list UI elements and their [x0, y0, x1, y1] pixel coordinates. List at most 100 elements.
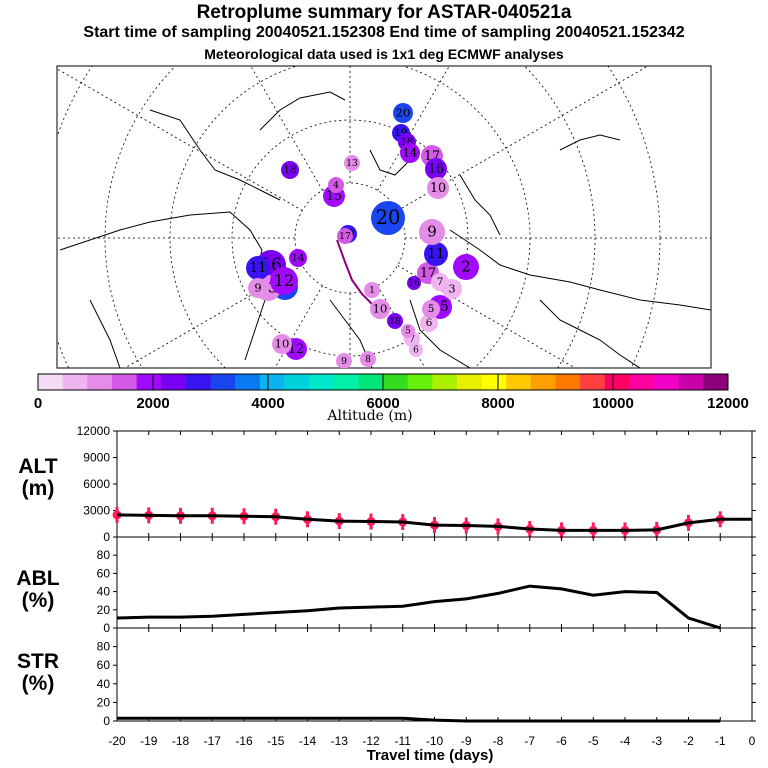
cluster-marker-16	[407, 276, 421, 290]
x-tick-label: -20	[108, 734, 126, 748]
colorbar-swatch	[456, 374, 483, 390]
sampling-times: Start time of sampling 20040521.152308 E…	[83, 24, 685, 41]
x-tick-label: -19	[140, 734, 158, 748]
colorbar-swatch	[259, 374, 285, 390]
cluster-label-11: 11	[427, 246, 445, 262]
x-axis-label: Travel time (days)	[366, 747, 494, 764]
cluster-label-3: 3	[448, 282, 455, 296]
cluster-marker-13	[344, 155, 360, 171]
y-tick-label: 0	[103, 530, 110, 544]
map-panel: 2020201919181818171717161616151514141313…	[56, 65, 712, 369]
y-tick-label: 80	[97, 548, 111, 562]
colorbar-swatch	[506, 374, 532, 390]
cluster-label-4: 4	[333, 180, 339, 191]
cluster-marker-5	[422, 300, 440, 318]
cluster-marker-3	[442, 279, 462, 299]
coastline	[59, 211, 266, 361]
x-tick-label: -18	[172, 734, 190, 748]
cluster-label-5: 5	[405, 326, 411, 336]
cluster-label-2: 2	[461, 258, 471, 276]
y-tick-label: 12000	[77, 424, 111, 438]
series-line-abl	[116, 584, 721, 630]
x-tick-label: -14	[299, 734, 317, 748]
cluster-marker-5	[401, 324, 415, 338]
coastline	[89, 299, 121, 368]
cluster-marker-1	[364, 282, 380, 298]
colorbar-tick-label: 10000	[592, 395, 634, 412]
meridian-line	[250, 66, 323, 191]
colorbar-swatch	[604, 374, 630, 390]
colorbar-swatch	[383, 374, 409, 390]
meridian-line	[274, 285, 323, 368]
str-panel-label: STR (%)	[6, 651, 70, 695]
x-tick-label: -11	[395, 734, 412, 748]
cluster-label-10: 10	[275, 337, 290, 351]
meridian-line	[124, 265, 303, 368]
x-tick-label: -3	[651, 734, 662, 748]
cluster-label-9: 9	[427, 223, 437, 241]
cluster-label-14: 14	[403, 146, 418, 160]
colorbar-swatch	[309, 374, 335, 390]
colorbar-tick-label: 12000	[707, 395, 749, 412]
colorbar-swatch	[87, 374, 113, 390]
cluster-label-17: 17	[339, 231, 351, 242]
cluster-label-9: 9	[254, 281, 261, 295]
abl-panel-label: ABL (%)	[6, 568, 70, 612]
colorbar-swatch	[407, 374, 433, 390]
cluster-label-7: 7	[437, 276, 444, 288]
colorbar-swatch	[580, 374, 606, 390]
coastline	[559, 134, 621, 151]
series-line-str	[117, 716, 721, 723]
x-tick-label: 0	[749, 734, 756, 748]
cluster-label-5: 5	[428, 303, 435, 315]
colorbar-swatch	[703, 374, 729, 390]
cluster-marker-20	[393, 103, 413, 123]
y-tick-label: 80	[97, 640, 111, 654]
alt-panel-label: ALT (m)	[6, 456, 70, 500]
cluster-marker-16	[425, 158, 447, 180]
cluster-marker-8	[360, 351, 376, 367]
y-tick-label: 9000	[83, 451, 110, 465]
colorbar-tick-label: 8000	[481, 395, 514, 412]
colorbar-swatch	[629, 374, 655, 390]
series-line-alt	[116, 513, 752, 532]
cluster-marker-12	[270, 267, 298, 295]
cluster-label-9: 9	[341, 356, 347, 367]
colorbar-swatch	[678, 374, 704, 390]
meridian-line	[57, 68, 303, 211]
x-tick-label: -7	[524, 734, 535, 748]
cluster-label-11: 11	[249, 260, 267, 276]
colorbar-tick-label: 2000	[136, 395, 169, 412]
colorbar-swatch	[358, 374, 384, 390]
x-tick-label: -4	[620, 734, 631, 748]
colorbar-swatch	[136, 374, 162, 390]
cluster-label-16: 16	[408, 278, 420, 288]
x-tick-label: -5	[588, 734, 599, 748]
colorbar-swatch	[235, 374, 261, 390]
colorbar-swatch	[555, 374, 581, 390]
x-tick-label: -9	[461, 734, 472, 748]
panel-frame-str	[116, 627, 753, 722]
cluster-marker-6	[409, 343, 423, 357]
x-tick-label: -8	[493, 734, 504, 748]
cluster-marker-11	[246, 256, 270, 280]
coastline	[149, 109, 281, 201]
cluster-marker-18	[281, 161, 299, 179]
cluster-marker-11	[424, 242, 448, 266]
cluster-label-10: 10	[373, 302, 388, 316]
colorbar-swatch	[210, 374, 236, 390]
y-tick-label: 0	[103, 621, 110, 635]
cluster-marker-17	[337, 228, 353, 244]
colorbar-tick-label: 0	[34, 395, 42, 412]
panel-frame-abl	[116, 536, 753, 629]
cluster-marker-9	[419, 219, 445, 245]
colorbar-swatch	[111, 374, 138, 390]
coastline	[369, 149, 411, 176]
x-tick-label: -10	[426, 734, 444, 748]
y-tick-label: 40	[97, 585, 111, 599]
cluster-label-20: 20	[376, 206, 401, 229]
x-tick-label: -6	[556, 734, 567, 748]
cluster-marker-2	[453, 254, 479, 280]
cluster-label-7: 7	[409, 334, 415, 345]
